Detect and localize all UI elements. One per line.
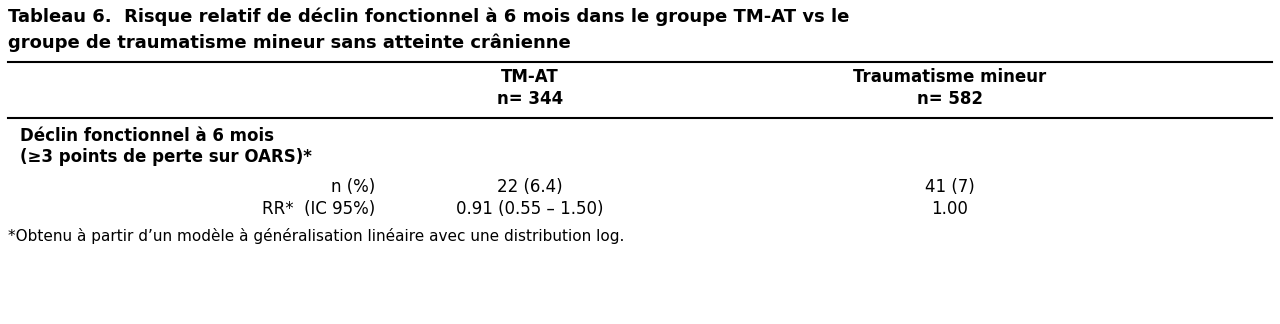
Text: groupe de traumatisme mineur sans atteinte crânienne: groupe de traumatisme mineur sans attein… [8,33,571,52]
Text: 22 (6.4): 22 (6.4) [497,178,563,196]
Text: Tableau 6.  Risque relatif de déclin fonctionnel à 6 mois dans le groupe TM-AT v: Tableau 6. Risque relatif de déclin fonc… [8,8,850,27]
Text: 41 (7): 41 (7) [925,178,975,196]
Text: TM-AT: TM-AT [502,68,559,86]
Text: *Obtenu à partir d’un modèle à généralisation linéaire avec une distribution log: *Obtenu à partir d’un modèle à généralis… [8,228,625,244]
Text: 1.00: 1.00 [932,200,969,218]
Text: RR*  (IC 95%): RR* (IC 95%) [261,200,375,218]
Text: 0.91 (0.55 – 1.50): 0.91 (0.55 – 1.50) [456,200,604,218]
Text: Traumatisme mineur: Traumatisme mineur [854,68,1047,86]
Text: n= 582: n= 582 [916,90,983,108]
Text: n= 344: n= 344 [497,90,563,108]
Text: (≥3 points de perte sur OARS)*: (≥3 points de perte sur OARS)* [20,148,312,166]
Text: n (%): n (%) [330,178,375,196]
Text: Déclin fonctionnel à 6 mois: Déclin fonctionnel à 6 mois [20,127,274,145]
